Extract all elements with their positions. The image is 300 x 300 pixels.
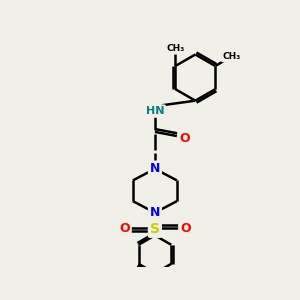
Text: O: O bbox=[179, 132, 190, 145]
Text: HN: HN bbox=[146, 106, 164, 116]
Text: N: N bbox=[150, 162, 160, 175]
Text: CH₃: CH₃ bbox=[166, 44, 184, 53]
Text: N: N bbox=[150, 206, 160, 219]
Text: O: O bbox=[180, 222, 191, 236]
Text: O: O bbox=[119, 222, 130, 236]
Text: CH₃: CH₃ bbox=[222, 52, 241, 61]
Text: S: S bbox=[150, 222, 160, 236]
